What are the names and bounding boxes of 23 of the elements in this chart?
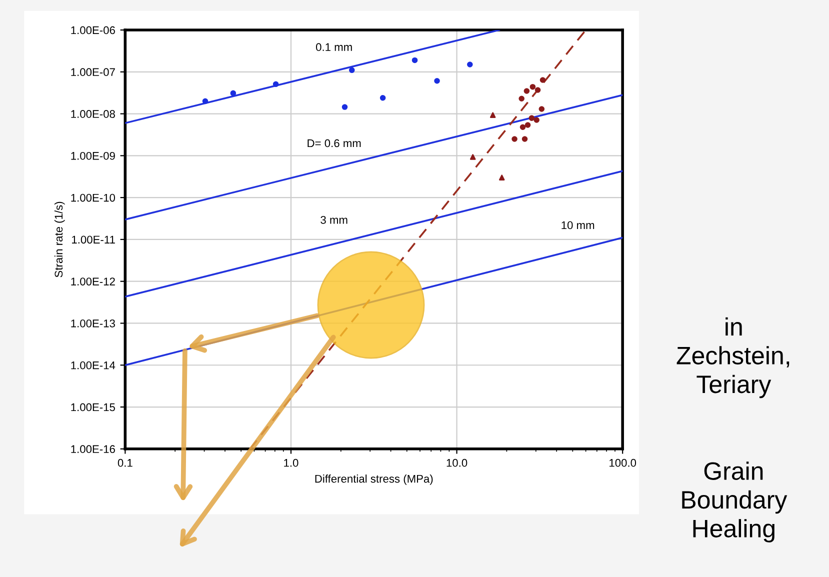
x-tick-label: 10.0 [446,458,468,467]
y-tick-label: 1.00E-07 [71,68,115,76]
y-tick-label: 1.00E-16 [71,445,115,454]
y-tick-label: 1.00E-10 [71,194,116,202]
x-tick-label: 0.1 [118,458,132,467]
y-tick-label: 1.00E-13 [71,320,115,328]
series-label: 3 mm [320,216,348,224]
text: in Zechstein, Teriary [676,317,790,398]
series-label: 10 mm [562,221,594,230]
y-tick-label: 1.00E-15 [71,403,115,412]
y-tick-label: 1.00E-11 [72,236,115,244]
y-axis-title: Strain rate (1/s) [54,202,65,278]
series-label: D= 0.6 mm [308,139,361,148]
y-tick-label: 1.00E-12 [71,278,115,286]
x-axis-title: Differential stress (MPa) [315,474,433,485]
y-tick-label: 1.00E-14 [71,361,116,370]
series-label: 0.1 mm [316,43,352,52]
text: Grain Boundary Healing [682,462,788,542]
y-tick-label: 1.00E-09 [71,152,115,160]
x-tick-label: 100.0 [610,458,636,467]
y-tick-label: 1.00E-06 [71,26,115,34]
x-tick-label: 1.0 [284,458,298,467]
y-tick-label: 1.00E-08 [71,110,115,118]
